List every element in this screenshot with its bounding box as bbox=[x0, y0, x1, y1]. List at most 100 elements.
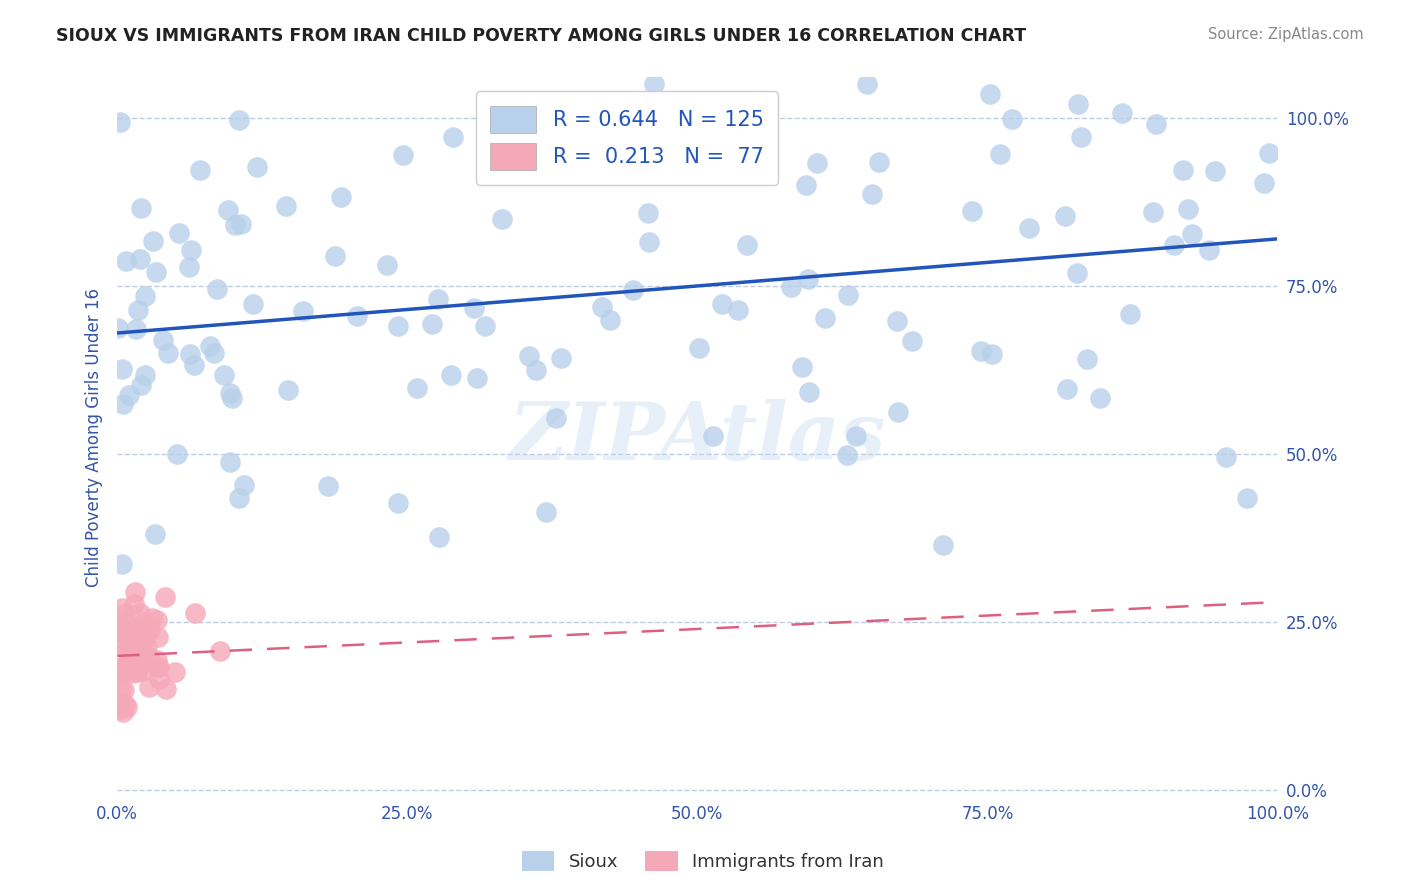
Point bbox=[1018, 220, 1040, 235]
Point bbox=[115, 660, 138, 674]
Point bbox=[710, 297, 733, 311]
Point bbox=[325, 249, 347, 263]
Point bbox=[167, 226, 190, 240]
Point bbox=[218, 454, 240, 468]
Point bbox=[242, 297, 264, 311]
Point bbox=[638, 235, 661, 249]
Point bbox=[1088, 391, 1111, 405]
Point bbox=[792, 360, 814, 375]
Point bbox=[212, 368, 235, 383]
Text: ZIPAtlas: ZIPAtlas bbox=[509, 399, 886, 476]
Point bbox=[988, 147, 1011, 161]
Point bbox=[134, 368, 156, 382]
Point bbox=[122, 597, 145, 611]
Point bbox=[868, 154, 890, 169]
Point bbox=[198, 339, 221, 353]
Point bbox=[156, 345, 179, 359]
Point bbox=[1001, 112, 1024, 126]
Point bbox=[115, 643, 138, 657]
Point bbox=[180, 243, 202, 257]
Point bbox=[970, 343, 993, 358]
Point bbox=[232, 478, 254, 492]
Point bbox=[121, 639, 143, 653]
Point bbox=[886, 405, 908, 419]
Point bbox=[127, 302, 149, 317]
Point bbox=[155, 681, 177, 696]
Point bbox=[228, 112, 250, 127]
Point bbox=[131, 646, 153, 660]
Legend: Sioux, Immigrants from Iran: Sioux, Immigrants from Iran bbox=[515, 844, 891, 879]
Point bbox=[392, 147, 415, 161]
Point bbox=[406, 381, 429, 395]
Point bbox=[108, 616, 131, 631]
Point bbox=[860, 187, 883, 202]
Point bbox=[132, 632, 155, 647]
Point bbox=[135, 640, 157, 655]
Point bbox=[780, 280, 803, 294]
Point bbox=[797, 385, 820, 400]
Point bbox=[146, 653, 169, 667]
Point bbox=[1163, 238, 1185, 252]
Point bbox=[517, 349, 540, 363]
Text: Source: ZipAtlas.com: Source: ZipAtlas.com bbox=[1208, 27, 1364, 42]
Point bbox=[111, 601, 134, 615]
Point bbox=[637, 205, 659, 219]
Point bbox=[115, 661, 138, 675]
Point bbox=[797, 271, 820, 285]
Point bbox=[125, 665, 148, 679]
Point bbox=[127, 632, 149, 647]
Point bbox=[217, 203, 239, 218]
Point bbox=[277, 384, 299, 398]
Point bbox=[152, 333, 174, 347]
Point bbox=[1198, 244, 1220, 258]
Point bbox=[117, 632, 139, 646]
Point bbox=[117, 654, 139, 668]
Point bbox=[474, 318, 496, 333]
Point bbox=[1177, 202, 1199, 216]
Point bbox=[110, 659, 132, 673]
Point bbox=[183, 358, 205, 372]
Point bbox=[166, 447, 188, 461]
Point bbox=[901, 334, 924, 349]
Point bbox=[112, 665, 135, 680]
Point bbox=[1144, 118, 1167, 132]
Point bbox=[122, 660, 145, 674]
Point bbox=[1236, 491, 1258, 506]
Point bbox=[134, 630, 156, 644]
Point bbox=[115, 253, 138, 268]
Point bbox=[524, 363, 547, 377]
Point bbox=[420, 317, 443, 331]
Point bbox=[131, 665, 153, 679]
Point bbox=[153, 590, 176, 604]
Point bbox=[111, 362, 134, 376]
Point bbox=[599, 313, 621, 327]
Point bbox=[276, 199, 298, 213]
Point bbox=[835, 448, 858, 462]
Point bbox=[491, 212, 513, 227]
Point bbox=[112, 607, 135, 621]
Point bbox=[112, 683, 135, 698]
Point bbox=[1257, 145, 1279, 160]
Point bbox=[108, 697, 131, 711]
Point bbox=[145, 265, 167, 279]
Text: SIOUX VS IMMIGRANTS FROM IRAN CHILD POVERTY AMONG GIRLS UNDER 16 CORRELATION CHA: SIOUX VS IMMIGRANTS FROM IRAN CHILD POVE… bbox=[56, 27, 1026, 45]
Point bbox=[643, 77, 665, 91]
Point bbox=[148, 659, 170, 673]
Point bbox=[146, 660, 169, 674]
Point bbox=[375, 259, 398, 273]
Point bbox=[886, 314, 908, 328]
Legend: R = 0.644   N = 125, R =  0.213   N =  77: R = 0.644 N = 125, R = 0.213 N = 77 bbox=[475, 92, 779, 185]
Point bbox=[127, 627, 149, 641]
Point bbox=[534, 505, 557, 519]
Point bbox=[139, 623, 162, 637]
Point bbox=[845, 428, 868, 442]
Point bbox=[188, 163, 211, 178]
Point bbox=[132, 616, 155, 631]
Point bbox=[179, 347, 201, 361]
Point bbox=[122, 666, 145, 681]
Point bbox=[591, 300, 613, 314]
Point bbox=[794, 178, 817, 192]
Point bbox=[630, 107, 652, 121]
Point bbox=[856, 77, 879, 91]
Point bbox=[550, 351, 572, 365]
